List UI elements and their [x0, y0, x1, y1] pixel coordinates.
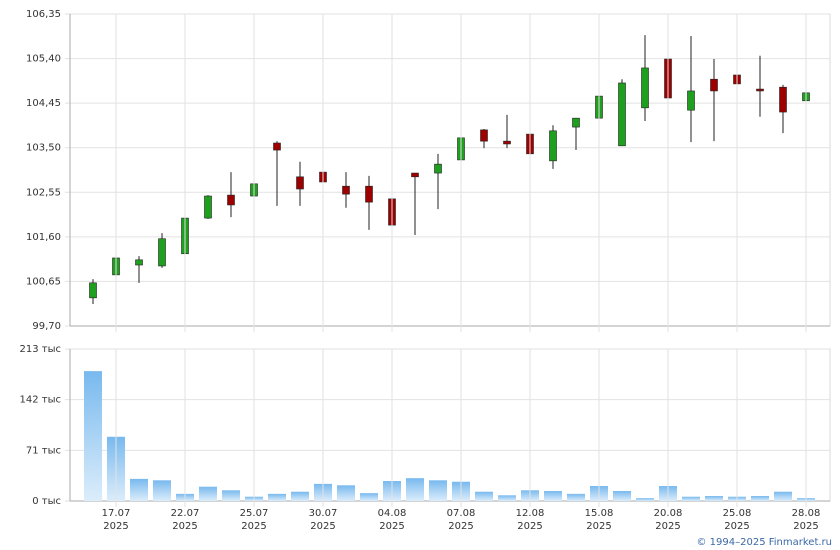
candle-body [342, 185, 350, 195]
y-tick-label: 71 тыс [26, 445, 61, 456]
x-tick-label: 22.07 [171, 508, 200, 519]
volume-bar [544, 491, 562, 501]
x-tick-year: 2025 [241, 521, 266, 532]
y-tick-label: 100,65 [26, 276, 61, 287]
candle-body [89, 282, 97, 299]
y-tick-label: 142 тыс [20, 395, 61, 406]
candle-body [204, 195, 212, 219]
x-tick-label: 25.08 [723, 508, 752, 519]
y-tick-label: 99,70 [32, 321, 61, 332]
x-tick-year: 2025 [310, 521, 335, 532]
volume-bar [774, 491, 792, 501]
volume-bar [360, 493, 378, 501]
candle-body [549, 130, 557, 162]
x-tick-label: 12.08 [516, 508, 545, 519]
plot-frame [69, 348, 831, 502]
volume-bar [429, 480, 447, 501]
candle-body [296, 176, 304, 190]
y-tick-label: 0 тыс [32, 496, 61, 507]
candle-body [572, 117, 580, 128]
candle-body [503, 140, 511, 145]
x-tick-year: 2025 [103, 521, 128, 532]
plot-frame [69, 13, 831, 327]
volume-bar [682, 496, 700, 501]
volume-bar [705, 496, 723, 501]
x-tick-label: 25.07 [240, 508, 269, 519]
volume-bar [268, 493, 286, 501]
candle-body [158, 238, 166, 267]
volume-bar [291, 491, 309, 501]
candle-body [779, 86, 787, 113]
volume-bar [337, 485, 355, 501]
x-tick-year: 2025 [655, 521, 680, 532]
volume-bar [153, 480, 171, 501]
x-tick-year: 2025 [793, 521, 818, 532]
x-tick-label: 30.07 [309, 508, 338, 519]
footer: © 1994–2025 Finmarket.ru [696, 537, 832, 548]
candle-body [756, 88, 764, 92]
y-tick-label: 101,60 [26, 232, 61, 243]
x-tick-label: 15.08 [585, 508, 614, 519]
x-tick-year: 2025 [724, 521, 749, 532]
candle-body [641, 67, 649, 109]
volume-bar [636, 498, 654, 501]
x-tick-year: 2025 [586, 521, 611, 532]
volume-bar [199, 486, 217, 501]
candle-body [273, 142, 281, 151]
y-tick-label: 104,45 [26, 98, 61, 109]
x-tick-label: 17.07 [102, 508, 131, 519]
volume-bar [751, 496, 769, 501]
candle-body [135, 259, 143, 266]
x-tick-year: 2025 [448, 521, 473, 532]
x-tick-label: 04.08 [378, 508, 407, 519]
x-tick-year: 2025 [379, 521, 404, 532]
candle-body [434, 163, 442, 174]
candle-body [411, 172, 419, 178]
x-tick-year: 2025 [517, 521, 542, 532]
y-tick-label: 105,40 [26, 54, 61, 65]
volume-bar [498, 495, 516, 501]
y-tick-label: 213 тыс [20, 344, 61, 355]
candle-body [687, 90, 695, 111]
y-tick-label: 103,50 [26, 143, 61, 154]
y-tick-label: 106,35 [26, 9, 61, 20]
candle-body [227, 194, 235, 206]
candle-body [618, 82, 626, 147]
candle-body [480, 129, 488, 142]
candle-body [365, 185, 373, 203]
volume-bar [567, 493, 585, 501]
volume-bar [406, 478, 424, 501]
x-tick-year: 2025 [172, 521, 197, 532]
candle-body [710, 78, 718, 92]
x-tick-label: 07.08 [447, 508, 476, 519]
volume-bar [222, 490, 240, 501]
volume-bar [613, 491, 631, 501]
x-tick-label: 20.08 [654, 508, 683, 519]
y-tick-label: 102,55 [26, 187, 61, 198]
volume-bar [130, 478, 148, 501]
volume-bar [84, 371, 102, 501]
volume-bar [475, 491, 493, 501]
x-tick-label: 28.08 [792, 508, 821, 519]
